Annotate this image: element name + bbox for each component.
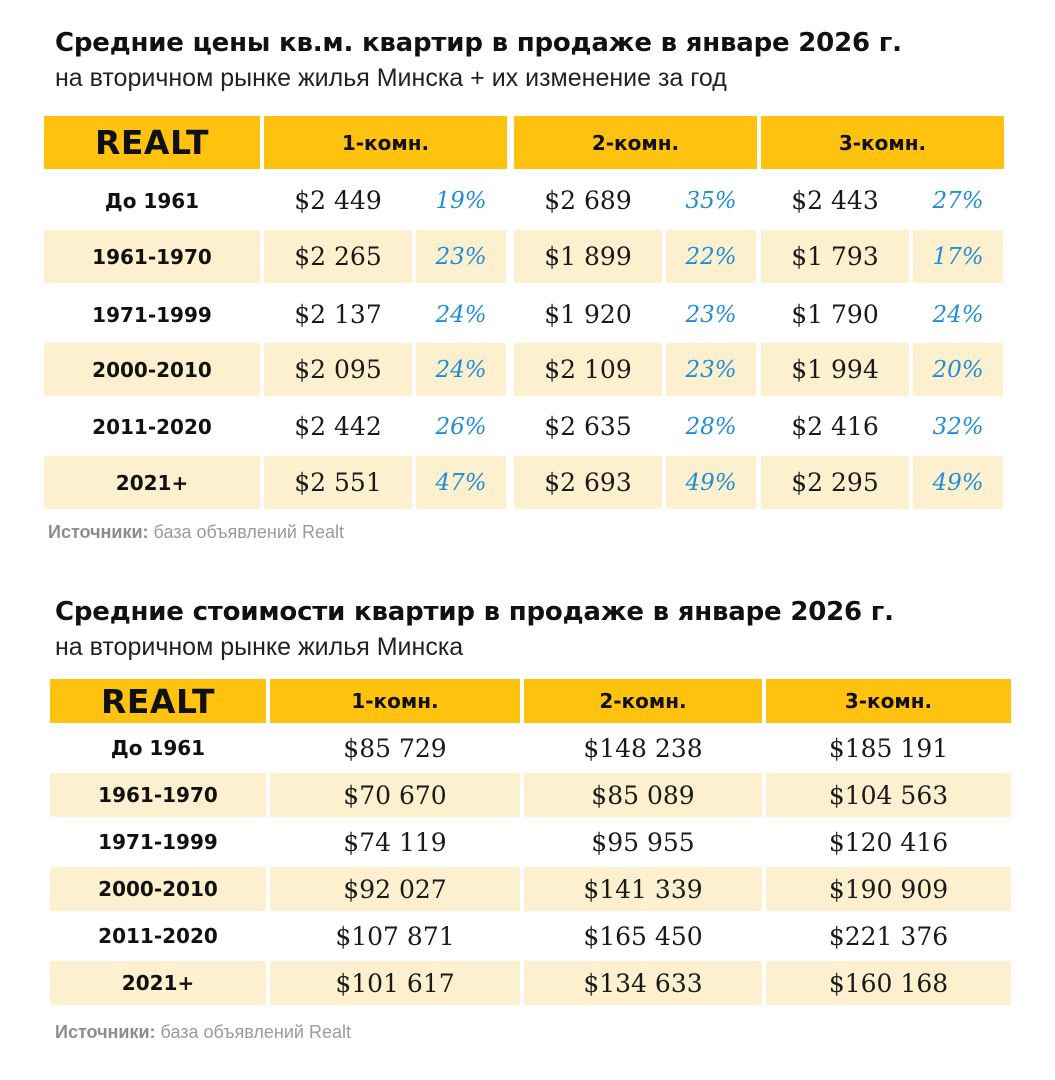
column-header: 1-комн. (270, 679, 520, 723)
row-label: 2021+ (50, 961, 266, 1005)
row-label: 1971-1999 (98, 830, 218, 854)
total-price-cell: $185 191 (828, 733, 949, 763)
price-cell: $2 635 (544, 412, 632, 441)
source-label: Источники: (55, 1022, 156, 1042)
total-price-cell: $101 617 (270, 961, 520, 1005)
change-cell: 27% (932, 187, 984, 214)
row-label: 2011-2020 (98, 924, 218, 948)
source-text: база объявлений Realt (160, 1022, 351, 1042)
price-cell: $2 442 (294, 412, 382, 441)
price-cell: $2 095 (264, 343, 412, 396)
change-cell: 24% (435, 301, 487, 328)
table2-subtitle: на вторичном рынке жилья Минска (55, 633, 464, 661)
total-price-cell: $74 119 (343, 827, 447, 857)
row-label: До 1961 (110, 736, 206, 760)
column-header: 2-комн. (524, 679, 762, 723)
change-cell: 32% (932, 413, 984, 440)
change-cell: 23% (685, 301, 737, 328)
table1-subtitle: на вторичном рынке жилья Минска + их изм… (55, 64, 727, 92)
row-label: 2000-2010 (44, 343, 260, 396)
price-cell: $1 994 (761, 343, 909, 396)
change-cell: 47% (416, 456, 506, 509)
price-cell: $2 689 (544, 186, 632, 215)
price-cell: $2 551 (264, 456, 412, 509)
change-cell: 26% (435, 413, 487, 440)
total-price-cell: $104 563 (766, 773, 1011, 817)
price-cell: $2 295 (761, 456, 909, 509)
row-label: До 1961 (104, 188, 200, 213)
row-label: 1971-1999 (92, 302, 212, 327)
total-price-cell: $85 729 (343, 733, 447, 763)
change-cell: 22% (666, 230, 756, 283)
column-header: 1-комн. (264, 116, 507, 169)
total-price-cell: $141 339 (524, 867, 762, 911)
change-cell: 17% (913, 230, 1003, 283)
change-cell: 23% (416, 230, 506, 283)
total-price-cell: $70 670 (270, 773, 520, 817)
change-cell: 24% (416, 343, 506, 396)
price-cell: $1 920 (544, 300, 632, 329)
total-price-cell: $190 909 (766, 867, 1011, 911)
price-cell: $2 443 (791, 186, 879, 215)
price-cell: $2 137 (294, 300, 382, 329)
realt-logo: REALT (50, 679, 266, 723)
change-cell: 35% (685, 187, 737, 214)
total-price-cell: $221 376 (828, 921, 949, 951)
table1-source: Источники: база объявлений Realt (48, 522, 344, 543)
row-label: 1961-1970 (44, 230, 260, 283)
total-price-cell: $160 168 (766, 961, 1011, 1005)
realt-logo: REALT (44, 116, 260, 169)
row-label: 1961-1970 (50, 773, 266, 817)
price-cell: $1 899 (514, 230, 662, 283)
source-label: Источники: (48, 522, 149, 542)
change-cell: 24% (932, 301, 984, 328)
row-label: 2000-2010 (50, 867, 266, 911)
source-text: база объявлений Realt (153, 522, 344, 542)
total-price-cell: $134 633 (524, 961, 762, 1005)
total-price-cell: $120 416 (828, 827, 949, 857)
change-cell: 23% (666, 343, 756, 396)
change-cell: 49% (666, 456, 756, 509)
total-price-cell: $165 450 (583, 921, 703, 951)
price-cell: $2 693 (514, 456, 662, 509)
table2-title: Средние стоимости квартир в продаже в ян… (55, 597, 894, 627)
total-price-cell: $92 027 (270, 867, 520, 911)
table1-title: Средние цены кв.м. квартир в продаже в я… (55, 28, 902, 58)
column-header: 3-комн. (766, 679, 1011, 723)
table2-source: Источники: база объявлений Realt (55, 1022, 351, 1043)
price-cell: $2 449 (294, 186, 382, 215)
change-cell: 28% (685, 413, 737, 440)
price-cell: $2 416 (791, 412, 879, 441)
change-cell: 49% (913, 456, 1003, 509)
price-cell: $1 790 (791, 300, 879, 329)
price-cell: $1 793 (761, 230, 909, 283)
column-header: 3-комн. (761, 116, 1004, 169)
total-price-cell: $85 089 (524, 773, 762, 817)
price-cell: $2 265 (264, 230, 412, 283)
column-header: 2-комн. (514, 116, 757, 169)
row-label: 2011-2020 (92, 414, 212, 439)
row-label: 2021+ (44, 456, 260, 509)
change-cell: 20% (913, 343, 1003, 396)
total-price-cell: $95 955 (591, 827, 695, 857)
price-cell: $2 109 (514, 343, 662, 396)
total-price-cell: $107 871 (335, 921, 455, 951)
change-cell: 19% (435, 187, 487, 214)
total-price-cell: $148 238 (583, 733, 703, 763)
